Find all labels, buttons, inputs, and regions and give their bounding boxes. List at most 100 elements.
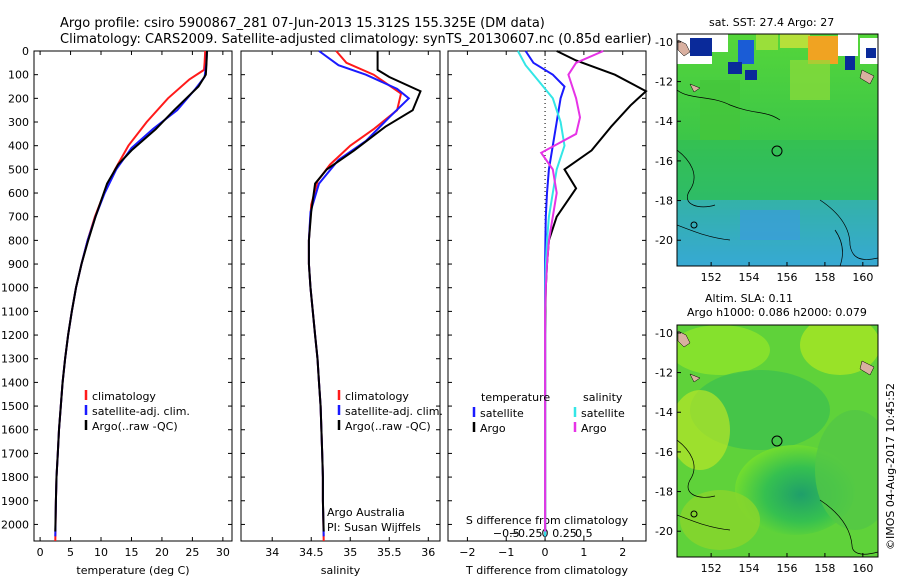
y-tick-label: 1500 bbox=[1, 400, 29, 413]
legend-label: climatology bbox=[345, 390, 409, 403]
legend-label: Argo(..raw -QC) bbox=[345, 420, 431, 433]
map-y-tick-label: -16 bbox=[655, 155, 673, 168]
x-tick-label-s: 0.5 bbox=[575, 527, 593, 540]
legend-label: climatology bbox=[92, 390, 156, 403]
sst-map-ticks: 152 154 156 158 160 -10 -12 -14 -16 -18 -20 bbox=[655, 36, 873, 284]
x-tick-label: 2 bbox=[619, 546, 626, 559]
series-line-satellite-adj-clim- bbox=[307, 50, 411, 537]
sst-marker-2 bbox=[690, 221, 698, 229]
map-y-tick-label: -18 bbox=[655, 486, 673, 499]
x-tick-label: 1 bbox=[580, 546, 587, 559]
sst-argo-marker bbox=[771, 145, 783, 157]
x-tick-label: 36 bbox=[421, 546, 435, 559]
y-tick-label: 700 bbox=[8, 211, 29, 224]
sla-map-field bbox=[677, 325, 878, 557]
y-tick-label: 1900 bbox=[1, 495, 29, 508]
x-tick-label: −2 bbox=[459, 546, 475, 559]
plot-frame bbox=[240, 50, 441, 542]
map-x-tick-label: 160 bbox=[852, 562, 873, 575]
title-line-1: Argo profile: csiro 5900867_281 07-Jun-2… bbox=[60, 16, 545, 31]
y-tick-label: 0 bbox=[22, 45, 29, 58]
x-tick-label: 35 bbox=[343, 546, 357, 559]
series-line-argo-raw-qc- bbox=[307, 51, 422, 532]
difference-panel: −2 −1 0 1 2−0.5−0.25 0 0.250.5S difference fro… bbox=[447, 50, 648, 577]
series-line-s-argo bbox=[539, 50, 604, 532]
map-x-tick-label: 152 bbox=[701, 562, 722, 575]
map-x-tick-label: 156 bbox=[776, 271, 797, 284]
legend-label: satellite-adj. clim. bbox=[345, 405, 443, 418]
x-tick-label-s: −0.25 bbox=[509, 527, 543, 540]
title-line-2: Climatology: CARS2009. Satellite-adjuste… bbox=[60, 32, 652, 47]
map-y-tick-label: -16 bbox=[655, 446, 673, 459]
x-tick-label-s: −0.5 bbox=[493, 527, 520, 540]
map-x-tick-label: 160 bbox=[852, 271, 873, 284]
map-y-tick-label: -10 bbox=[655, 327, 673, 340]
x-tick-label: −1 bbox=[498, 546, 514, 559]
y-tick-label: 1200 bbox=[1, 329, 29, 342]
map-y-tick-label: -12 bbox=[655, 367, 673, 380]
sla-map-title: Altim. SLA: 0.11 bbox=[705, 292, 793, 305]
y-tick-label: 2000 bbox=[1, 518, 29, 531]
annotation: PI: Susan Wijffels bbox=[327, 521, 421, 534]
map-y-tick-label: -14 bbox=[655, 115, 673, 128]
legend-label: Argo bbox=[480, 422, 506, 435]
map-x-tick-label: 158 bbox=[814, 562, 835, 575]
x-axis-label: salinity bbox=[321, 564, 361, 577]
legend-label: satellite-adj. clim. bbox=[92, 405, 190, 418]
x-tick-label-s: 0.25 bbox=[552, 527, 577, 540]
legend-label: satellite bbox=[480, 407, 524, 420]
map-y-tick-label: -10 bbox=[655, 36, 673, 49]
sst-map-field bbox=[677, 34, 878, 266]
map-x-tick-label: 154 bbox=[739, 271, 760, 284]
map-y-tick-label: -12 bbox=[655, 76, 673, 89]
legend-label: Argo(..raw -QC) bbox=[92, 420, 178, 433]
map-y-tick-label: -20 bbox=[655, 234, 673, 247]
sst-map-title: sat. SST: 27.4 Argo: 27 bbox=[709, 16, 834, 29]
sla-map-ticks: 152 154 156 158 160 -10 -12 -14 -16 -18 -20 bbox=[655, 327, 873, 575]
y-tick-label: 1400 bbox=[1, 376, 29, 389]
x-tick-label: 5 bbox=[67, 546, 74, 559]
x-axis-label-s: S difference from climatology bbox=[466, 514, 629, 527]
map-y-tick-label: -14 bbox=[655, 406, 673, 419]
sla-argo-marker bbox=[771, 435, 783, 447]
series-line-satellite-adj-clim- bbox=[54, 50, 208, 537]
x-tick-label: 0 bbox=[542, 546, 549, 559]
plot-frame bbox=[447, 50, 647, 542]
series-line-s-satellite bbox=[517, 50, 566, 537]
map-x-tick-label: 152 bbox=[701, 271, 722, 284]
salinity-panel: 34 34.5 35 35.5 36 salinity climatology satelli… bbox=[240, 50, 443, 577]
y-tick-label: 1700 bbox=[1, 447, 29, 460]
x-axis-label: temperature (deg C) bbox=[76, 564, 189, 577]
legend-label: Argo bbox=[581, 422, 607, 435]
legend-heading: temperature bbox=[481, 391, 550, 404]
y-tick-label: 200 bbox=[8, 92, 29, 105]
sla-map-panel: Altim. SLA: 0.11 Argo h1000: 0.086 h2000… bbox=[655, 292, 879, 575]
y-tick-label: 500 bbox=[8, 163, 29, 176]
x-tick-label: 20 bbox=[155, 546, 169, 559]
legend-heading: salinity bbox=[583, 391, 623, 404]
annotation: Argo Australia bbox=[327, 506, 405, 519]
sla-marker-2 bbox=[690, 510, 698, 518]
x-tick-label: 34 bbox=[265, 546, 279, 559]
series-line-argo-raw-qc- bbox=[54, 50, 208, 532]
y-tick-label: 900 bbox=[8, 258, 29, 271]
x-tick-label: 10 bbox=[94, 546, 108, 559]
temperature-panel: 0100200300400500600700800900100011001200… bbox=[1, 45, 233, 577]
x-tick-label: 34.5 bbox=[299, 546, 324, 559]
y-tick-label: 1300 bbox=[1, 353, 29, 366]
sla-map-subtitle: Argo h1000: 0.086 h2000: 0.079 bbox=[687, 306, 867, 319]
y-tick-label: 1600 bbox=[1, 424, 29, 437]
x-tick-label: 25 bbox=[185, 546, 199, 559]
series-line-climatology bbox=[54, 50, 207, 542]
y-tick-label: 100 bbox=[8, 69, 29, 82]
y-tick-label: 1000 bbox=[1, 282, 29, 295]
map-y-tick-label: -18 bbox=[655, 195, 673, 208]
map-x-tick-label: 154 bbox=[739, 562, 760, 575]
x-tick-label: 35.5 bbox=[377, 546, 402, 559]
y-tick-label: 1100 bbox=[1, 305, 29, 318]
map-x-tick-label: 156 bbox=[776, 562, 797, 575]
y-tick-label: 800 bbox=[8, 234, 29, 247]
y-tick-label: 400 bbox=[8, 140, 29, 153]
map-x-tick-label: 158 bbox=[814, 271, 835, 284]
y-tick-label: 1800 bbox=[1, 471, 29, 484]
